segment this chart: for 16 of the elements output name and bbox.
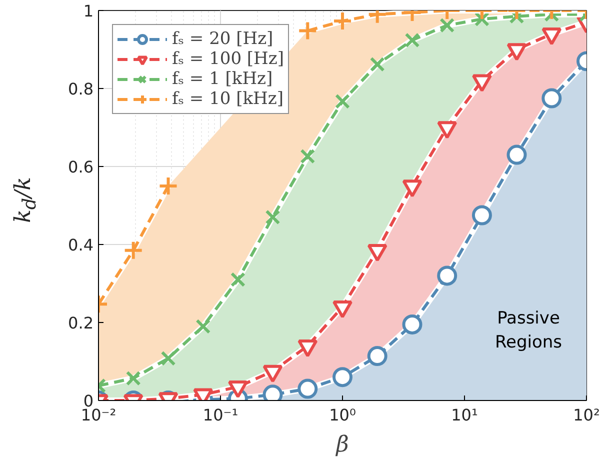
y-tick-label: 1 [83,2,94,20]
x-tick-label: 10² [573,406,600,424]
x-tick-label: 10¹ [451,406,478,424]
x-axis-title: β [335,432,349,458]
x-tick-label: 10⁻² [80,406,116,424]
x-tick-label: 10⁰ [329,406,356,424]
legend-label: fₛ = 20 [Hz] [172,29,274,49]
legend-label: fₛ = 100 [Hz] [172,49,284,69]
y-tick-label: 0.6 [68,158,94,176]
x-tick-label: 10⁻¹ [202,406,238,424]
y-tick-label: 0.8 [68,80,94,98]
legend-label: fₛ = 1 [kHz] [172,69,273,89]
legend-label: fₛ = 10 [kHz] [172,89,284,109]
y-tick-label: 0.4 [68,236,94,254]
y-tick-label: 0.2 [68,314,94,332]
annotation: Passive Regions [494,308,562,352]
